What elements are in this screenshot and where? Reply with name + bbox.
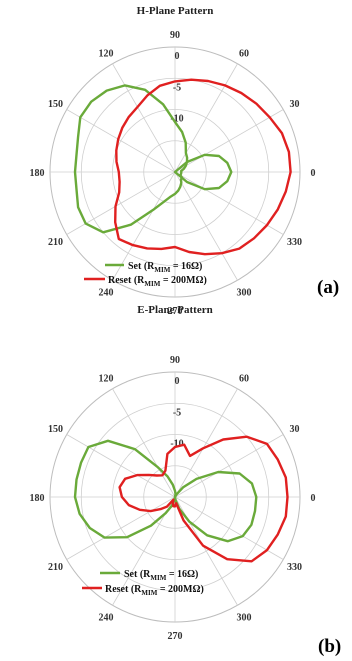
angle-tick-label: 120 bbox=[99, 48, 114, 59]
angle-tick-label: 90 bbox=[170, 355, 180, 366]
radial-labels: -10 -5 0 bbox=[170, 51, 183, 125]
grid-spoke bbox=[112, 388, 176, 498]
angle-tick-label: 30 bbox=[290, 424, 300, 435]
panel-h-plane: H-Plane Pattern 906030033030027024021018… bbox=[30, 5, 340, 317]
panel-label: (a) bbox=[317, 277, 339, 298]
angle-tick-label: 60 bbox=[239, 373, 249, 384]
series-line-extra-set bbox=[173, 153, 233, 191]
radial-tick-label: 0 bbox=[175, 51, 180, 62]
angle-tick-label: 120 bbox=[99, 373, 114, 384]
legend-entry-reset: Reset (RMIM = 200MΩ) bbox=[108, 275, 207, 288]
legend-entry-set: Set (RMIM = 16Ω) bbox=[128, 261, 202, 274]
series-layer bbox=[73, 78, 292, 256]
radial-tick-label: 0 bbox=[175, 376, 180, 387]
grid-spoke bbox=[174, 496, 284, 560]
angle-tick-label: 270 bbox=[168, 306, 183, 317]
chart-title: H-Plane Pattern bbox=[137, 5, 214, 17]
radial-tick-label: -10 bbox=[170, 114, 183, 125]
angle-tick-label: 330 bbox=[287, 562, 302, 573]
grid-spoke bbox=[174, 171, 284, 235]
grid-spoke bbox=[66, 434, 176, 498]
angle-tick-label: 330 bbox=[287, 237, 302, 248]
legend: Set (RMIM = 16Ω) Reset (RMIM = 200MΩ) bbox=[82, 569, 204, 597]
angle-tick-label: 180 bbox=[30, 168, 45, 179]
angle-tick-label: 300 bbox=[237, 613, 252, 624]
angle-tick-label: 210 bbox=[48, 562, 63, 573]
angle-tick-label: 300 bbox=[237, 288, 252, 299]
radial-labels: -10 -5 0 bbox=[170, 376, 183, 450]
series-layer bbox=[73, 435, 289, 563]
polar-grid bbox=[49, 371, 301, 623]
grid-spoke bbox=[174, 434, 284, 498]
grid-spoke bbox=[66, 171, 176, 235]
chart-title: E-Plane Pattern bbox=[137, 304, 212, 316]
grid-spoke bbox=[66, 109, 176, 173]
angle-tick-label: 90 bbox=[170, 30, 180, 41]
angle-tick-label: 210 bbox=[48, 237, 63, 248]
grid-spoke bbox=[174, 109, 284, 173]
legend-entry-set: Set (RMIM = 16Ω) bbox=[124, 569, 198, 582]
angle-tick-label: 150 bbox=[48, 424, 63, 435]
angle-tick-label: 240 bbox=[99, 613, 114, 624]
legend: Set (RMIM = 16Ω) Reset (RMIM = 200MΩ) bbox=[84, 261, 207, 288]
grid-spoke bbox=[174, 171, 238, 281]
series-line-reset bbox=[114, 78, 292, 256]
series-line-set bbox=[73, 439, 258, 543]
angle-tick-label: 180 bbox=[30, 493, 45, 504]
radial-tick-label: -5 bbox=[173, 407, 181, 418]
angle-tick-label: 240 bbox=[99, 288, 114, 299]
grid-spoke bbox=[112, 171, 176, 281]
panel-label: (b) bbox=[318, 636, 341, 657]
angle-tick-label: 60 bbox=[239, 48, 249, 59]
legend-entry-reset: Reset (RMIM = 200MΩ) bbox=[105, 584, 204, 597]
angle-tick-label: 150 bbox=[48, 99, 63, 110]
radial-tick-label: -5 bbox=[173, 82, 181, 93]
angle-tick-label: 30 bbox=[290, 99, 300, 110]
grid-spoke bbox=[66, 496, 176, 560]
series-line-reset bbox=[118, 435, 289, 563]
series-line-set bbox=[73, 84, 189, 234]
grid-spoke bbox=[112, 63, 176, 173]
panel-e-plane: E-Plane Pattern 906030033030027024021018… bbox=[30, 304, 342, 657]
polar-grid bbox=[49, 46, 301, 298]
angle-tick-label: 0 bbox=[311, 168, 316, 179]
grid-spoke bbox=[174, 388, 238, 498]
angle-tick-label: 0 bbox=[311, 493, 316, 504]
angle-tick-label: 270 bbox=[168, 631, 183, 642]
radial-tick-label: -10 bbox=[170, 439, 183, 450]
